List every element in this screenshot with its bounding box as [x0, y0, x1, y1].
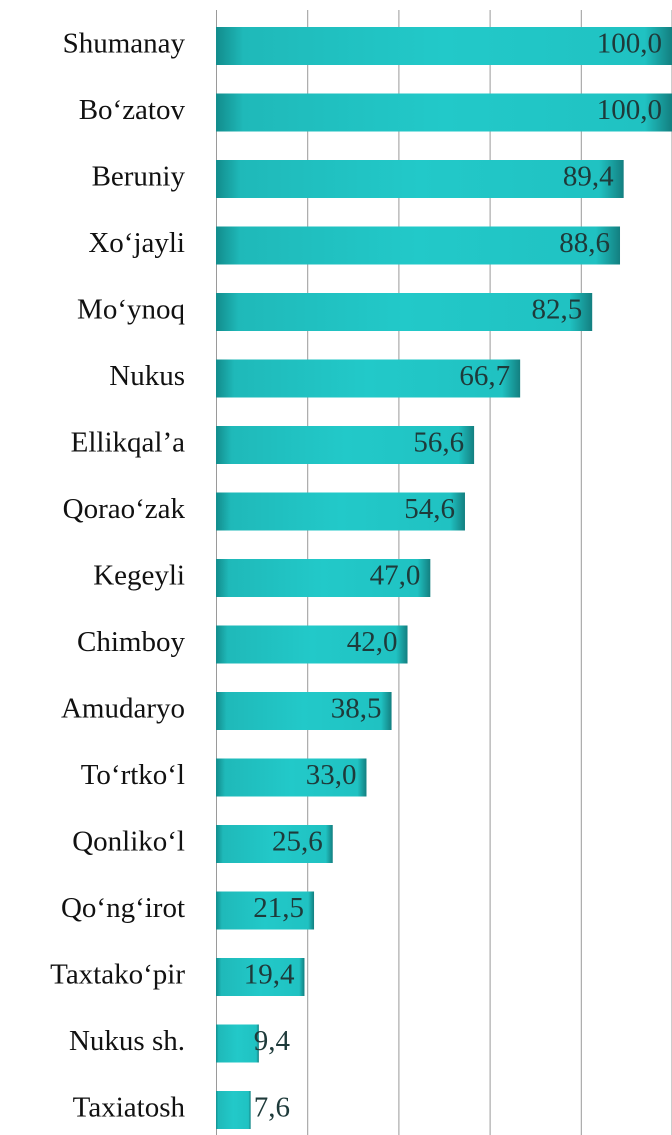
- bar: [216, 27, 672, 65]
- category-label: Beruniy: [92, 161, 186, 193]
- value-label: 33,0: [306, 759, 357, 791]
- category-label: Ellikqal’a: [71, 427, 185, 459]
- value-label: 25,6: [272, 826, 323, 858]
- value-label: 19,4: [244, 959, 295, 991]
- value-label: 82,5: [531, 294, 582, 326]
- value-label: 42,0: [347, 626, 398, 658]
- value-label: 7,6: [254, 1092, 290, 1124]
- bar: [216, 226, 621, 265]
- value-label: 38,5: [331, 693, 382, 725]
- category-label: Taxtako‘pir: [50, 959, 185, 991]
- bar: [216, 492, 465, 531]
- bar: [216, 559, 431, 597]
- bar: [216, 93, 672, 132]
- value-label: 88,6: [559, 227, 610, 259]
- bar: [216, 692, 392, 730]
- category-label: Kegeyli: [93, 560, 185, 592]
- bar: [216, 1024, 259, 1063]
- bar: [216, 1091, 251, 1129]
- category-label: Nukus sh.: [69, 1025, 185, 1057]
- category-label: Amudaryo: [61, 693, 185, 725]
- bar: [216, 293, 593, 331]
- category-label: Nukus: [109, 360, 185, 392]
- category-label: Xo‘jayli: [88, 227, 185, 259]
- value-label: 21,5: [253, 892, 304, 924]
- category-label: Taxiatosh: [73, 1092, 186, 1124]
- category-label: Chimboy: [77, 626, 185, 658]
- bar: [216, 891, 315, 930]
- bar: [216, 359, 521, 398]
- bar: [216, 758, 367, 797]
- value-label: 54,6: [404, 493, 455, 525]
- bar: [216, 958, 305, 996]
- value-label: 89,4: [563, 161, 614, 193]
- category-label: Shumanay: [63, 28, 186, 60]
- category-label: Qonliko‘l: [72, 826, 185, 858]
- value-label: 66,7: [459, 360, 510, 392]
- category-label: Qo‘ng‘irot: [61, 892, 185, 924]
- category-label: Bo‘zatov: [79, 94, 186, 126]
- value-label: 56,6: [413, 427, 464, 459]
- bar: [216, 625, 408, 664]
- value-label: 100,0: [597, 94, 662, 126]
- value-label: 9,4: [254, 1025, 291, 1057]
- category-label: Qorao‘zak: [63, 493, 186, 525]
- bar: [216, 825, 333, 863]
- value-label: 100,0: [597, 28, 662, 60]
- category-label: Mo‘ynoq: [77, 294, 185, 326]
- bar: [216, 160, 624, 198]
- value-label: 47,0: [370, 560, 421, 592]
- bar: [216, 426, 475, 464]
- category-label: To‘rtko‘l: [81, 759, 185, 791]
